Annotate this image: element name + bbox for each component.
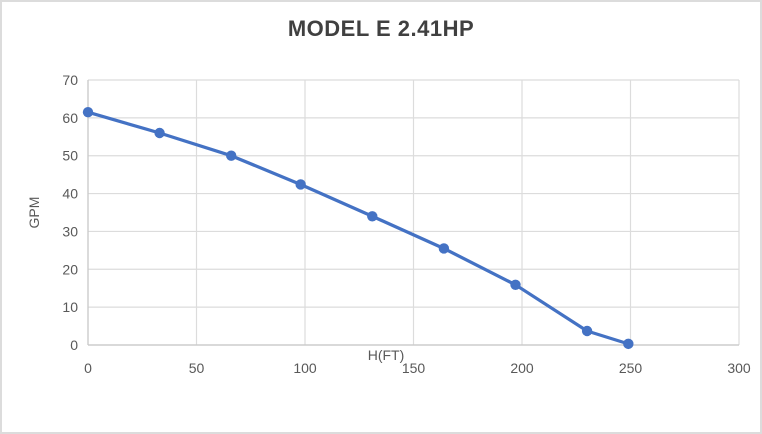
x-tick-label: 300 (727, 360, 751, 376)
data-point-marker (623, 338, 634, 350)
x-tick-label: 100 (293, 360, 317, 376)
x-tick-label: 250 (619, 360, 643, 376)
data-point-marker (154, 127, 165, 139)
chart-title: MODEL E 2.41HP (287, 16, 475, 41)
y-tick-label: 70 (62, 72, 78, 88)
data-point-marker (581, 325, 593, 337)
y-tick-label: 30 (62, 223, 78, 239)
data-point-marker (438, 243, 450, 254)
y-axis-title: GPM (26, 197, 42, 229)
data-point-marker (510, 279, 521, 291)
y-tick-label: 60 (62, 110, 78, 126)
y-tick-label: 0 (70, 337, 78, 353)
y-tick-label: 40 (62, 186, 78, 202)
y-tick-label: 50 (62, 148, 78, 164)
data-point-marker (295, 179, 306, 190)
x-tick-label: 150 (402, 360, 426, 376)
y-tick-label: 20 (62, 261, 78, 277)
series-line (86, 110, 630, 346)
y-tick-label: 10 (62, 299, 78, 315)
data-point-marker (226, 150, 237, 161)
x-tick-label: 200 (510, 360, 534, 376)
data-point-marker (367, 211, 378, 222)
x-tick-label: 50 (189, 360, 205, 376)
x-axis-title: H(FT) (368, 347, 405, 363)
data-point-marker (82, 106, 94, 118)
x-tick-label: 0 (84, 360, 92, 376)
